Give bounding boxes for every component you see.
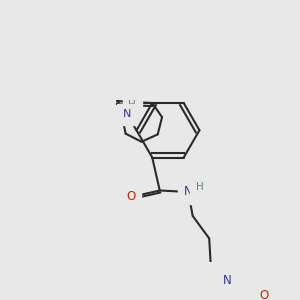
- Text: N: N: [184, 185, 193, 199]
- Text: O: O: [127, 190, 136, 202]
- Text: N: N: [123, 109, 131, 119]
- Text: N: N: [223, 274, 232, 287]
- Text: O: O: [259, 290, 268, 300]
- Text: H: H: [196, 182, 203, 192]
- Text: H: H: [128, 100, 136, 110]
